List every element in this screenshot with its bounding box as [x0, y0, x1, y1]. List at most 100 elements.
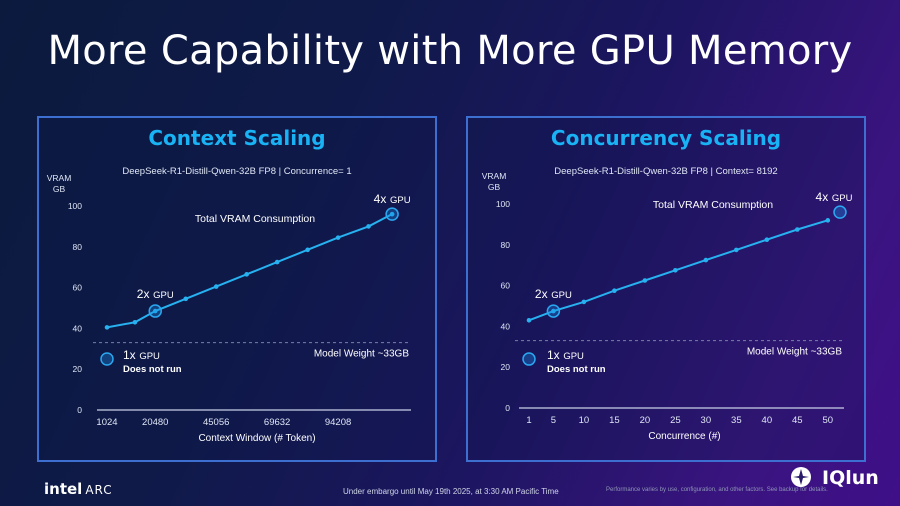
gpu-unit: GPU	[137, 351, 160, 362]
x-tick-label: 20480	[142, 417, 168, 428]
gpu-marker-icon	[148, 304, 162, 318]
data-point	[764, 237, 770, 242]
gpu-unit: GPU	[549, 290, 572, 301]
y-axis-label-unit: GB	[488, 182, 501, 192]
watermark-logo-icon	[791, 467, 811, 487]
y-axis-label: VRAM	[47, 173, 72, 183]
gpu-note: Does not run	[547, 364, 606, 375]
gpu-label: 4x GPU	[816, 190, 853, 204]
gpu-marker-icon	[385, 207, 399, 221]
gpu-marker-icon	[546, 304, 561, 318]
y-tick-label: 20	[73, 364, 83, 374]
x-tick-label: 10	[579, 415, 590, 426]
gpu-label: 1x GPU	[547, 348, 584, 362]
y-axis-label-unit: GB	[53, 184, 66, 194]
data-point	[389, 211, 395, 217]
data-point	[795, 227, 800, 232]
series-label: Total VRAM Consumption	[653, 199, 773, 211]
gpu-label: 4x GPU	[374, 192, 411, 206]
x-tick-label: 50	[823, 415, 834, 426]
gpu-count: 2x	[535, 287, 548, 301]
gpu-label: 1x GPU	[123, 348, 160, 362]
intel-arc-logo: intel ARC	[44, 480, 113, 498]
x-tick-label: 30	[701, 415, 712, 426]
x-tick-label: 45	[792, 415, 803, 426]
y-tick-label: 40	[73, 323, 83, 333]
y-tick-label: 40	[501, 321, 511, 331]
y-tick-label: 80	[73, 242, 83, 252]
x-tick-label: 35	[731, 415, 742, 426]
gpu-count: 4x	[374, 192, 387, 206]
concurrency-scaling-panel: Concurrency Scaling DeepSeek-R1-Distill-…	[466, 116, 866, 462]
embargo-notice: Under embargo until May 19th 2025, at 3:…	[343, 487, 559, 496]
watermark-text: IQlun	[822, 467, 879, 489]
series-label: Total VRAM Consumption	[195, 213, 315, 225]
gpu-note: Does not run	[123, 364, 182, 375]
data-point	[335, 235, 341, 240]
gpu-marker-icon	[100, 352, 114, 366]
vram-line	[528, 219, 829, 322]
data-point	[152, 308, 158, 314]
context-scaling-panel: Context Scaling DeepSeek-R1-Distill-Qwen…	[37, 116, 437, 462]
gpu-label: 2x GPU	[137, 287, 174, 301]
x-tick-label: 1	[526, 415, 531, 426]
gpu-unit: GPU	[387, 195, 410, 206]
chart-title: Concurrency Scaling	[550, 126, 782, 150]
data-point	[104, 325, 110, 330]
brand-name: intel	[44, 480, 83, 498]
x-tick-label: 69632	[264, 417, 290, 428]
y-tick-label: 100	[68, 201, 82, 211]
data-point	[366, 224, 371, 229]
chart-title: Context Scaling	[148, 126, 326, 150]
x-tick-label: 40	[762, 415, 773, 426]
y-tick-label: 0	[505, 403, 510, 413]
data-point	[642, 278, 648, 283]
page-title: More Capability with More GPU Memory	[47, 28, 853, 74]
y-tick-label: 80	[501, 240, 511, 250]
x-tick-label: 1024	[96, 417, 117, 428]
x-tick-label: 45056	[203, 417, 229, 428]
x-tick-label: 5	[551, 415, 556, 426]
gpu-unit: GPU	[829, 193, 852, 204]
x-axis-label: Context Window (# Token)	[198, 433, 315, 444]
data-point	[213, 284, 219, 289]
gpu-count: 2x	[137, 287, 150, 301]
data-point	[825, 218, 831, 223]
y-tick-label: 60	[501, 281, 511, 291]
y-tick-label: 60	[73, 283, 83, 293]
data-point	[183, 296, 189, 302]
x-tick-label: 20	[640, 415, 651, 426]
x-axis-label: Concurrence (#)	[648, 431, 720, 442]
gpu-count: 1x	[123, 348, 136, 362]
data-point	[244, 272, 249, 277]
gpu-count: 1x	[547, 348, 560, 362]
gpu-unit: GPU	[150, 290, 173, 301]
data-point	[734, 247, 739, 253]
chart-subtitle: DeepSeek-R1-Distill-Qwen-32B FP8 | Concu…	[122, 166, 352, 177]
gpu-count: 4x	[816, 190, 829, 204]
data-point	[132, 319, 138, 325]
x-tick-label: 15	[609, 415, 620, 426]
model-weight-label: Model Weight ~33GB	[747, 347, 842, 358]
x-tick-label: 25	[670, 415, 681, 426]
data-point	[581, 299, 587, 305]
x-tick-label: 94208	[325, 417, 351, 428]
data-point	[612, 288, 617, 293]
gpu-unit: GPU	[561, 351, 584, 362]
data-point	[673, 268, 678, 273]
model-weight-label: Model Weight ~33GB	[314, 349, 409, 360]
y-tick-label: 100	[496, 199, 510, 209]
data-point	[551, 308, 556, 314]
y-axis-label: VRAM	[482, 171, 507, 181]
chart-subtitle: DeepSeek-R1-Distill-Qwen-32B FP8 | Conte…	[554, 166, 778, 177]
data-point	[305, 247, 310, 253]
data-point	[703, 257, 709, 263]
gpu-label: 2x GPU	[535, 287, 572, 301]
gpu-marker-icon	[833, 205, 847, 219]
data-point	[526, 317, 532, 323]
data-point	[274, 259, 280, 265]
disclaimer: Performance varies by use, configuration…	[606, 487, 828, 493]
gpu-marker-icon	[522, 352, 536, 366]
